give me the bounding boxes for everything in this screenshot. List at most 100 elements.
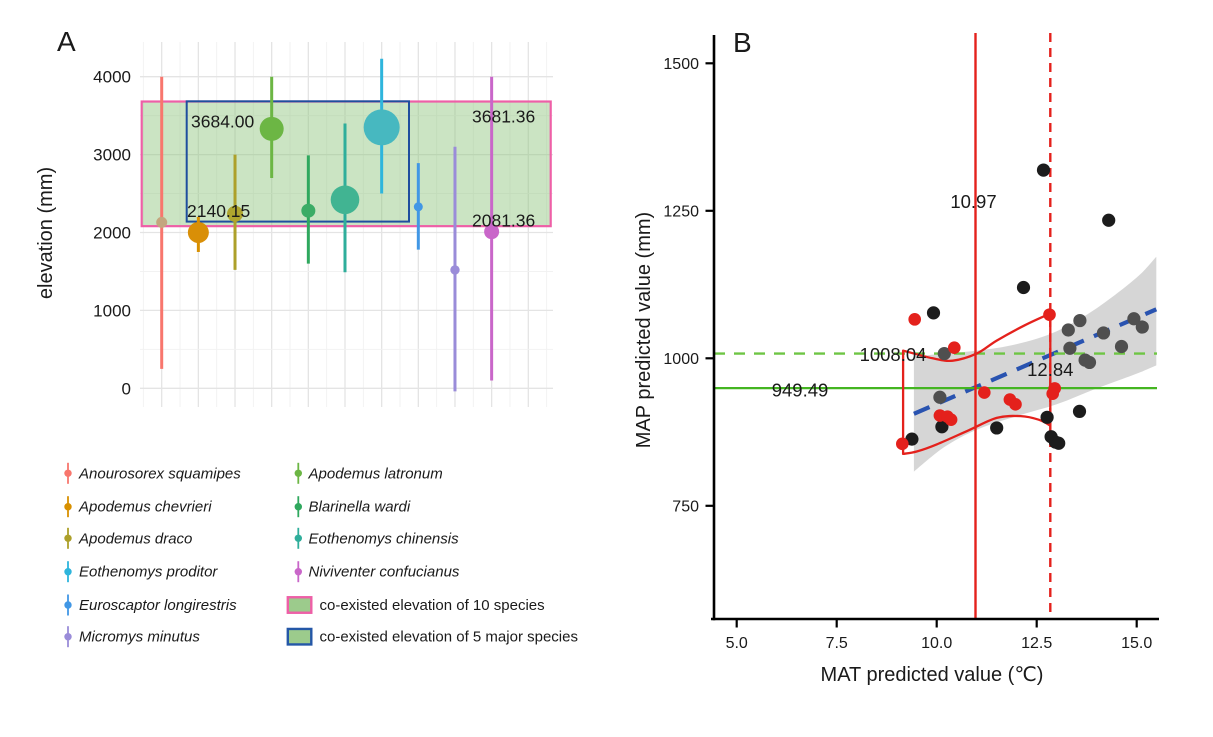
legend-region-label: co-existed elevation of 10 species <box>320 597 545 614</box>
species-dot <box>259 116 284 141</box>
vline-dashed-label: 12.84 <box>1027 359 1073 380</box>
species-dot <box>187 222 209 243</box>
legend-dot-glyph <box>64 601 72 609</box>
y-tick-label: 2000 <box>93 224 131 243</box>
species-dot <box>484 224 500 240</box>
legend-species-label: Eothenomys chinensis <box>309 530 460 547</box>
scatter-point-grey <box>933 390 947 404</box>
y-tick-label: 1000 <box>663 351 699 368</box>
x-tick-label: 10.0 <box>921 635 952 652</box>
scatter-point-grey <box>1114 339 1129 354</box>
scatter-point-black <box>1036 163 1051 177</box>
legend-region-label: co-existed elevation of 5 major species <box>320 629 578 646</box>
y-tick-label: 3000 <box>93 146 131 165</box>
scatter-point-red <box>978 386 991 399</box>
scatter-point-grey <box>1127 312 1141 326</box>
panel-a-label: A <box>57 26 76 57</box>
panel-b-label: B <box>733 27 752 58</box>
legend-species-item: Eothenomys chinensis <box>294 527 460 549</box>
legend-dot-glyph <box>64 633 72 641</box>
legend-species-label: Apodemus chevrieri <box>78 499 212 516</box>
legend-species-item: Euroscaptor longirestris <box>64 594 237 616</box>
legend-species-label: Anourosorex squamipes <box>78 465 241 482</box>
legend-species-item: Eothenomys proditor <box>64 561 218 583</box>
scatter-point-grey <box>1063 341 1077 355</box>
legend-species-item: Niviventer confucianus <box>294 561 460 583</box>
scatter-point-red <box>908 313 921 326</box>
annotation-5major-high: 3684.00 <box>191 112 255 132</box>
scatter-point-black <box>1040 410 1054 424</box>
x-tick-label: 7.5 <box>826 635 848 652</box>
annotation-5major-low: 2140.15 <box>187 201 250 221</box>
legend-dot-glyph <box>294 469 302 477</box>
legend-region-item: co-existed elevation of 5 major species <box>286 627 578 646</box>
species-dot <box>227 205 244 222</box>
legend-species-item: Apodemus chevrieri <box>64 496 212 518</box>
species-dot <box>413 202 423 212</box>
species-dot <box>450 265 460 275</box>
y-tick-label: 4000 <box>93 68 131 87</box>
legend-dot-glyph <box>64 534 72 542</box>
legend-species-item: Blarinella wardi <box>294 496 411 518</box>
hline-solid-label: 949.49 <box>772 380 829 401</box>
panel-b-x-axis-title: MAT predicted value (℃) <box>821 664 1044 686</box>
legend-dot-glyph <box>294 503 302 511</box>
y-tick-label: 750 <box>672 498 699 515</box>
legend-species-item: Apodemus latronum <box>294 462 443 484</box>
species-dot <box>156 216 168 228</box>
y-tick-label: 1000 <box>93 301 131 320</box>
species-dot <box>301 203 316 218</box>
scatter-point-grey <box>1082 355 1097 370</box>
x-tick-label: 5.0 <box>726 635 748 652</box>
legend-species-label: Euroscaptor longirestris <box>79 597 237 614</box>
legend-species-label: Micromys minutus <box>79 629 200 646</box>
scatter-point-grey <box>1073 313 1087 328</box>
scatter-point-black <box>990 421 1004 435</box>
legend-dot-glyph <box>64 568 72 576</box>
panel-b: 10.97 12.84 949.49 1008.04 750 1000 1250 1500 5.… <box>663 33 1159 652</box>
scatter-point-black <box>1102 213 1116 227</box>
species-dot <box>330 185 360 215</box>
scatter-point-black <box>926 306 941 320</box>
panel-a: 3684.00 2140.15 3681.36 2081.36 0 1000 2000 300… <box>93 42 553 407</box>
species-dot <box>363 109 400 146</box>
regression-line <box>913 307 1158 416</box>
panel-a-y-axis-title: elevation (mm) <box>35 167 57 299</box>
legend-dot-glyph <box>294 568 302 576</box>
legend-dot-glyph <box>64 503 72 511</box>
scatter-point-grey <box>937 346 951 361</box>
scatter-point-red <box>1009 398 1022 411</box>
scatter-point-black <box>905 432 919 446</box>
annotation-10species-low: 2081.36 <box>472 211 535 231</box>
scatter-point-grey <box>1135 320 1149 334</box>
scatter-point-red <box>1043 308 1056 321</box>
legend-species-label: Niviventer confucianus <box>309 564 460 581</box>
scatter-point-red <box>948 341 961 354</box>
legend: Anourosorex squamipes Apodemus chevrieri A… <box>64 462 578 648</box>
scatter-point-red <box>1046 387 1059 401</box>
scatter-point-black <box>935 420 949 434</box>
hline-dashed-label: 1008.04 <box>860 344 927 365</box>
scatter-point-grey <box>1096 326 1111 340</box>
scatter-point-black <box>1072 404 1087 418</box>
legend-species-item: Anourosorex squamipes <box>64 462 241 484</box>
legend-region-swatch <box>286 596 313 614</box>
y-tick-label: 0 <box>122 379 131 398</box>
legend-species-item: Micromys minutus <box>64 626 200 648</box>
legend-species-label: Blarinella wardi <box>309 499 411 516</box>
scatter-point-black <box>1052 436 1066 450</box>
scatter-point-black <box>1016 280 1031 295</box>
legend-dot-glyph <box>64 469 72 477</box>
annotation-10species-high: 3681.36 <box>472 107 535 127</box>
scatter-point-red <box>944 413 958 426</box>
legend-region-swatch <box>286 627 313 646</box>
scatter-point-grey <box>1061 323 1075 337</box>
vline-solid-label: 10.97 <box>950 191 996 212</box>
legend-region-item: co-existed elevation of 10 species <box>286 596 545 614</box>
x-tick-label: 12.5 <box>1021 635 1052 652</box>
panel-b-y-axis-title: MAP predicted value (mm) <box>633 212 655 448</box>
legend-species-label: Apodemus draco <box>78 530 192 547</box>
y-tick-label: 1500 <box>663 56 699 73</box>
x-tick-label: 15.0 <box>1121 635 1152 652</box>
